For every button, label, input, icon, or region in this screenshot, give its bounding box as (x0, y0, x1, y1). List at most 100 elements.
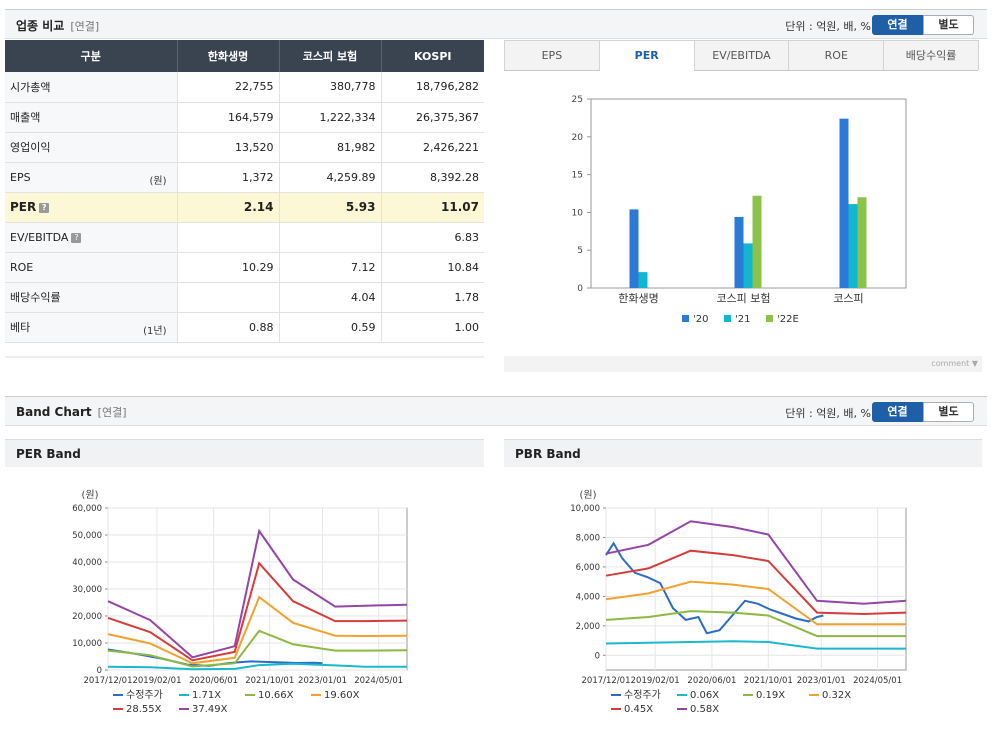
y-tick-label: 25 (572, 95, 583, 105)
table-row: 영업이익 13,520 81,982 2,426,221 (5, 132, 484, 163)
band-title: Band Chart [연결] (16, 404, 126, 420)
cell-value (176, 222, 279, 253)
row-label: PER? (5, 192, 177, 223)
header-industry: 코스피 보험 (278, 40, 381, 72)
consolidated-button[interactable]: 연결 (872, 15, 923, 35)
y-tick-label: 15 (572, 171, 583, 181)
series-line (605, 610, 906, 638)
x-tick-label: 2019/02/01 (631, 676, 680, 686)
series-line (107, 629, 408, 668)
band-title-text: Band Chart (16, 405, 92, 419)
row-label: 배당수익률 (5, 282, 177, 313)
cell-value: 10.84 (380, 252, 484, 283)
y-tick-label: 2,000 (576, 622, 600, 632)
header-category: 구분 (5, 40, 177, 72)
compare-table-header: 구분 한화생명 코스피 보험 KOSPI (5, 40, 484, 72)
x-tick-label: 2020/06/01 (687, 676, 736, 686)
y-tick-label: 10,000 (72, 639, 102, 649)
cell-value: 2,426,221 (380, 132, 484, 163)
y-tick-label: 0 (577, 284, 583, 294)
per-band-chart: (원) 0 10,000 20,000 30,000 40,000 50,000 60,000… (72, 489, 408, 715)
cell-value: 6.83 (380, 222, 484, 253)
bar (839, 118, 849, 288)
x-tick-label: 2021/10/01 (744, 676, 793, 686)
row-label-text: EV/EBITDA (10, 230, 69, 244)
legend-label: '22E (777, 314, 799, 325)
cell-value (278, 222, 381, 253)
row-label: ROE (5, 252, 177, 283)
legend-label: 37.49X (192, 704, 228, 715)
cell-value: 10.29 (176, 252, 279, 283)
help-icon[interactable]: ? (71, 232, 82, 243)
row-label-text: 매출액 (10, 111, 41, 124)
band-header: Band Chart [연결] 단위 : 억원, 배, % 연결 별도 (5, 396, 987, 426)
band-separate-button[interactable]: 별도 (923, 402, 974, 422)
table-row: ROE 10.29 7.12 10.84 (5, 252, 484, 283)
cell-value (176, 282, 279, 313)
y-tick-label: 0 (97, 666, 102, 676)
row-label-text: 배당수익률 (10, 291, 61, 304)
metric-tabs: EPS PER EV/EBITDA ROE 배당수익률 (504, 40, 979, 71)
cell-value: 380,778 (278, 72, 381, 103)
band-consolidated-button[interactable]: 연결 (872, 402, 923, 422)
separate-button[interactable]: 별도 (923, 15, 974, 35)
legend-label: 0.58X (690, 704, 719, 715)
x-tick-label: 코스피 (833, 292, 863, 305)
legend-label: 1.71X (192, 690, 221, 701)
series-line (605, 520, 907, 605)
legend-swatch (724, 315, 731, 322)
y-tick-label: 0 (595, 651, 600, 661)
compare-subtitle: [연결] (70, 20, 100, 33)
table-row: 시가총액 22,755 380,778 18,796,282 (5, 72, 484, 103)
cell-value: 164,579 (176, 102, 279, 133)
y-tick-label: 10,000 (570, 504, 600, 514)
compare-title-text: 업종 비교 (16, 19, 65, 33)
cell-value: 1.78 (380, 282, 484, 313)
x-tick-label: 2023/01/01 (797, 676, 846, 686)
bar (743, 243, 753, 288)
cell-value: 4,259.89 (278, 162, 381, 193)
cell-value: 22,755 (176, 72, 279, 103)
header-kospi: KOSPI (380, 40, 484, 72)
pbr-band-chart: (원) 0 2,000 4,000 6,000 8,000 10,000 2017/12/01… (570, 489, 907, 715)
x-tick-label: 2021/10/01 (245, 676, 294, 686)
help-icon[interactable]: ? (39, 202, 50, 213)
bar (734, 216, 744, 288)
series-line (605, 549, 907, 616)
y-tick-label: 20 (572, 133, 584, 143)
bar (629, 209, 639, 288)
table-footer-bar (5, 356, 484, 358)
comment-toggle[interactable]: comment ▼ (504, 356, 982, 372)
table-row: 매출액 164,579 1,222,334 26,375,367 (5, 102, 484, 133)
bar (638, 272, 648, 288)
tab-evebitda[interactable]: EV/EBITDA (693, 40, 790, 70)
header-company: 한화생명 (176, 40, 279, 72)
compare-toggle: 연결 별도 (872, 15, 974, 35)
cell-value: 4.04 (278, 282, 381, 313)
row-unit-note: (원) (149, 175, 167, 187)
series-line (605, 640, 906, 650)
table-row: EV/EBITDA? 6.83 (5, 222, 484, 253)
legend-label: 0.19X (756, 690, 785, 701)
x-tick-label: 2024/05/01 (354, 676, 403, 686)
tab-eps[interactable]: EPS (504, 40, 600, 70)
tab-[interactable]: 배당수익률 (883, 40, 979, 70)
x-tick-label: 한화생명 (618, 292, 658, 305)
compare-title: 업종 비교 [연결] (16, 17, 99, 34)
y-tick-label: 40,000 (72, 558, 102, 568)
y-tick-label: 5 (577, 246, 583, 256)
tab-roe[interactable]: ROE (788, 40, 885, 70)
legend-swatch (682, 315, 689, 322)
compare-header: 업종 비교 [연결] 단위 : 억원, 배, % 연결 별도 (5, 9, 987, 39)
cell-value: 1,372 (176, 162, 279, 193)
y-tick-label: 6,000 (576, 563, 600, 573)
row-unit-note: (1년) (143, 325, 167, 337)
bar (848, 204, 858, 288)
tab-per[interactable]: PER (598, 40, 695, 71)
cell-value: 0.59 (278, 312, 381, 343)
x-tick-label: 코스피 보험 (716, 292, 770, 305)
cell-value: 13,520 (176, 132, 279, 163)
cell-value: 81,982 (278, 132, 381, 163)
series-line (107, 528, 408, 659)
legend-label: '21 (735, 314, 750, 325)
